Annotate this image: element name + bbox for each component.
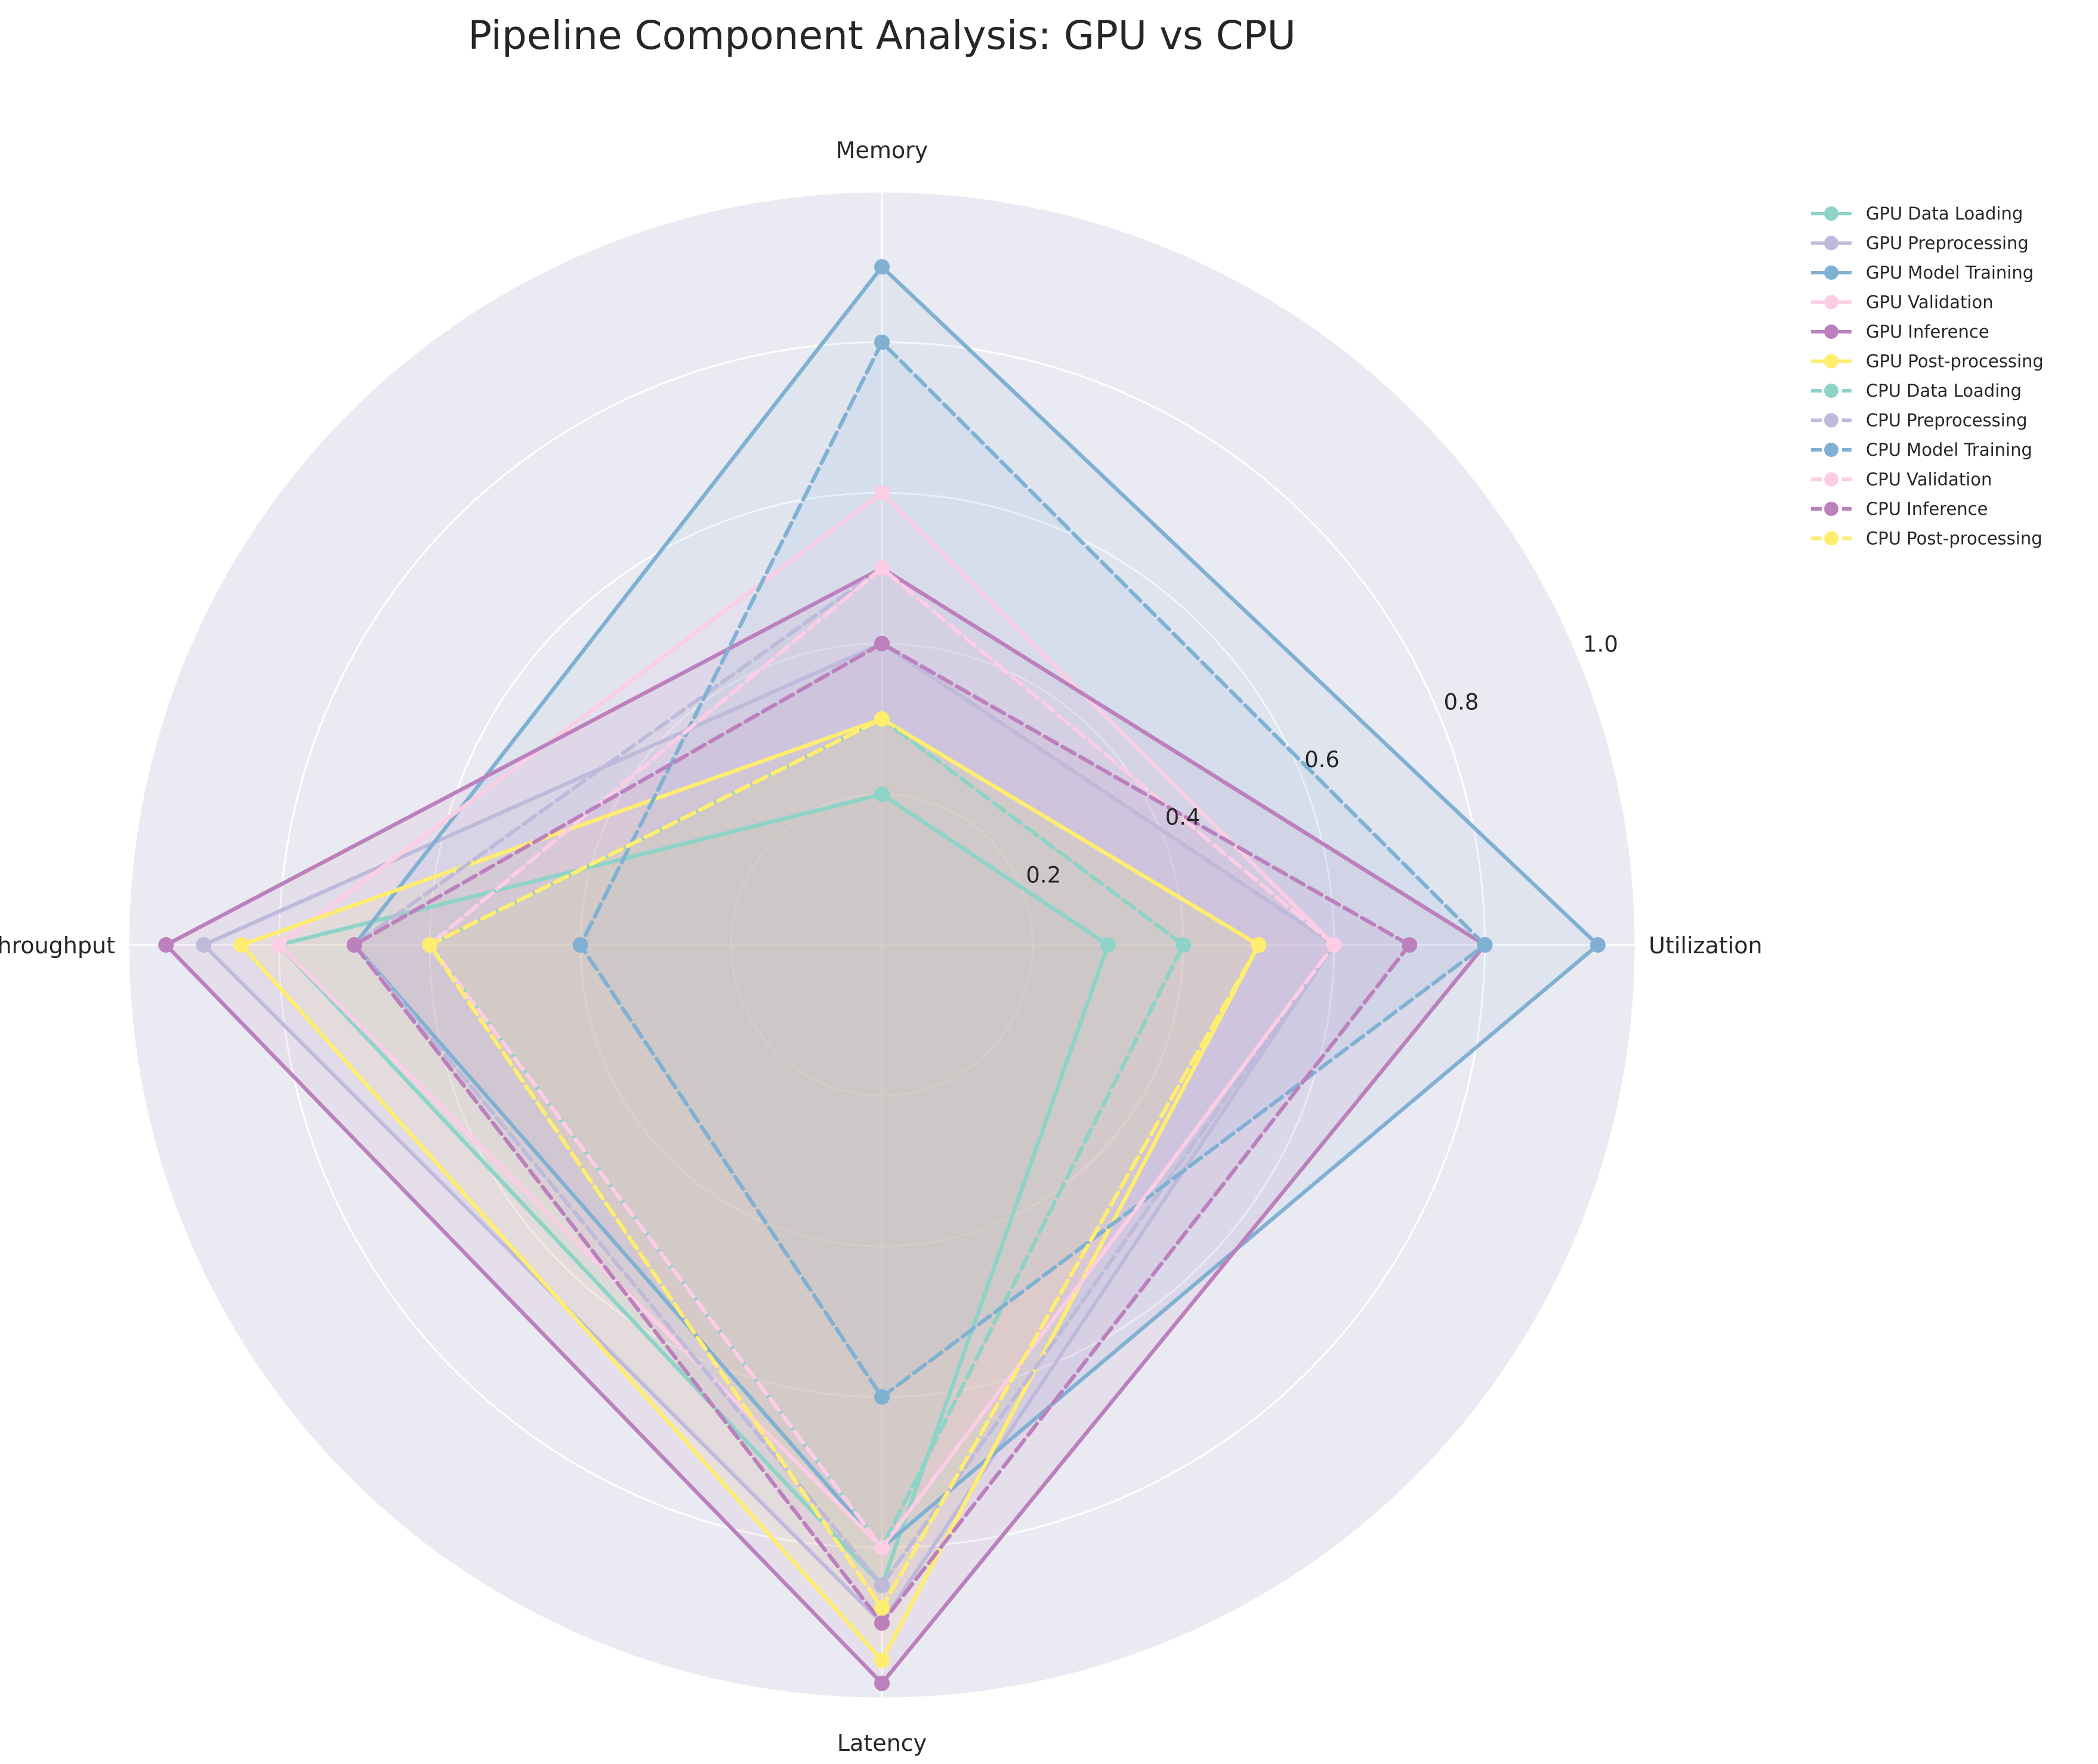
legend-entry: GPU Post-processing (1811, 351, 2044, 372)
legend-swatch-marker (1824, 325, 1838, 339)
data-point (874, 1577, 890, 1593)
data-point (1100, 937, 1116, 953)
legend-label: CPU Post-processing (1866, 529, 2043, 549)
legend-label: CPU Preprocessing (1866, 410, 2028, 431)
data-point (1402, 937, 1418, 953)
legend-swatch-marker (1824, 206, 1838, 221)
legend-label: GPU Model Training (1866, 262, 2034, 283)
legend-entry: CPU Post-processing (1811, 529, 2043, 549)
data-point (874, 786, 890, 802)
legend-entry: GPU Model Training (1811, 262, 2034, 283)
data-point (1477, 937, 1493, 953)
data-point (233, 937, 249, 953)
legend-swatch-marker (1824, 531, 1838, 546)
legend-label: GPU Data Loading (1866, 203, 2023, 224)
legend-swatch-marker (1824, 295, 1838, 310)
legend-swatch-marker (1824, 502, 1838, 516)
series-cpu-post-processing (422, 711, 1267, 1616)
legend-swatch-marker (1824, 413, 1838, 428)
series-fill (354, 643, 1410, 1623)
data-point (874, 560, 890, 576)
data-point (874, 1540, 890, 1556)
series-fill (166, 568, 1485, 1683)
data-point (874, 1615, 890, 1631)
legend-label: GPU Validation (1866, 292, 1994, 313)
series-fill (430, 719, 1184, 1548)
legend-swatch-marker (1824, 354, 1838, 369)
data-point (1326, 937, 1342, 953)
data-point (874, 635, 890, 651)
legend-entry: CPU Model Training (1811, 440, 2032, 460)
legend-swatch-marker (1824, 236, 1838, 251)
series-fill (354, 267, 1598, 1548)
series-fill (279, 493, 1334, 1548)
series-fill (430, 568, 1334, 1548)
radial-tick-label: 0.8 (1444, 689, 1479, 715)
data-point (874, 711, 890, 727)
data-point (874, 1652, 890, 1669)
series-layer (158, 259, 1606, 1691)
data-point (874, 1389, 890, 1405)
legend-swatch-marker (1824, 472, 1838, 487)
series-cpu-inference (346, 635, 1418, 1631)
series-fill (430, 719, 1259, 1608)
chart-title: Pipeline Component Analysis: GPU vs CPU (468, 13, 1295, 58)
data-point (422, 937, 438, 953)
legend-label: GPU Preprocessing (1866, 233, 2029, 254)
series-fill (203, 643, 1334, 1623)
legend-entry: GPU Preprocessing (1811, 233, 2029, 254)
legend-entry: GPU Data Loading (1811, 203, 2023, 224)
data-point (572, 937, 588, 953)
legend-swatch-marker (1824, 384, 1838, 398)
legend-entry: CPU Data Loading (1811, 381, 2022, 401)
series-fill (279, 794, 1108, 1586)
legend-entry: GPU Inference (1811, 322, 1989, 342)
data-point (874, 1675, 890, 1691)
legend-label: GPU Inference (1866, 322, 1989, 342)
series-cpu-model-training (572, 334, 1493, 1405)
legend-entry: GPU Validation (1811, 292, 1994, 313)
legend-label: CPU Inference (1866, 499, 1988, 519)
data-point (346, 937, 362, 953)
axis-label: Throughput (0, 932, 115, 959)
data-point (1251, 937, 1267, 953)
data-point (271, 937, 287, 953)
legend: GPU Data Loading GPU Preprocessing GPU Mod… (1811, 203, 2044, 549)
axis-label: Latency (837, 1730, 927, 1756)
legend-entry: CPU Inference (1811, 499, 1988, 519)
data-point (1176, 937, 1192, 953)
data-point (158, 937, 174, 953)
radial-tick-label: 0.6 (1304, 747, 1340, 773)
axis-label: Memory (836, 137, 928, 163)
legend-entry: CPU Validation (1811, 469, 1992, 490)
legend-swatch-marker (1824, 265, 1838, 280)
data-point (874, 334, 890, 350)
radial-tick-label: 1.0 (1583, 632, 1618, 657)
series-line (352, 641, 1412, 1625)
legend-label: GPU Post-processing (1866, 351, 2044, 372)
data-point (874, 259, 890, 275)
data-point (874, 1600, 890, 1616)
data-point (1590, 937, 1606, 953)
legend-label: CPU Data Loading (1866, 381, 2022, 401)
legend-label: CPU Validation (1866, 469, 1992, 490)
axis-label: Utilization (1649, 932, 1762, 959)
radial-tick-label: 0.2 (1026, 862, 1061, 888)
legend-label: CPU Model Training (1866, 440, 2032, 460)
legend-entry: CPU Preprocessing (1811, 410, 2028, 431)
radial-tick-label: 0.4 (1165, 805, 1201, 830)
legend-swatch-marker (1824, 443, 1838, 457)
data-point (196, 937, 212, 953)
data-point (874, 485, 890, 501)
series-fill (354, 568, 1334, 1586)
plot-area: 0.2 0.4 0.6 0.8 1.0 Utilization Memory Throughp… (0, 137, 1762, 1756)
